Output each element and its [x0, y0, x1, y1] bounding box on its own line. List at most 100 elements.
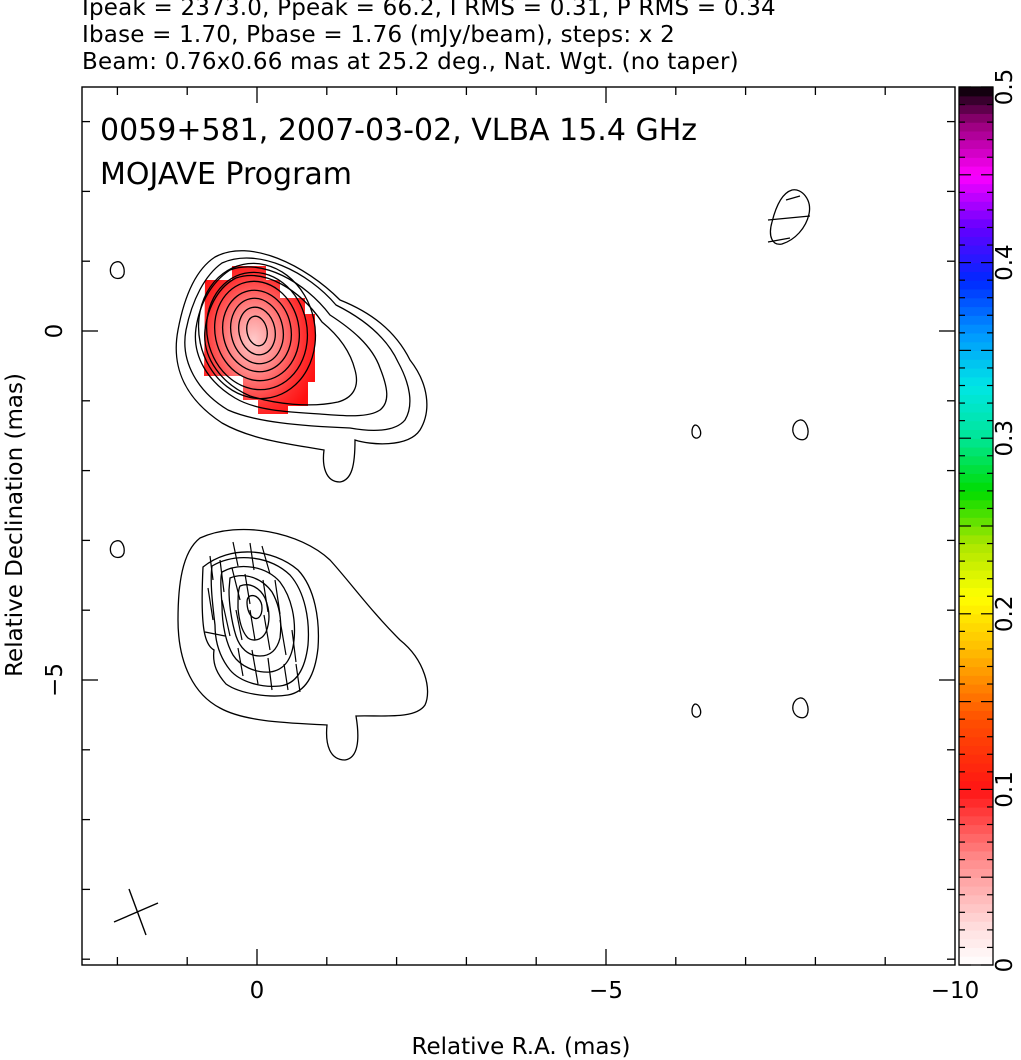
colorbar-segment [959, 675, 993, 685]
colorbar-ticks [959, 86, 993, 966]
axis-ticks [82, 87, 955, 965]
colorbar-segment [959, 87, 993, 97]
colorbar-segment [959, 587, 993, 597]
colorbar-segment [959, 332, 993, 343]
colorbar-segment [959, 727, 993, 738]
colorbar-segment [959, 947, 993, 957]
header-line-1: Ipeak = 2373.0, Ppeak = 66.2, I RMS = 0.… [82, 0, 776, 21]
colorbar-segment [959, 341, 993, 351]
colorbar-segment [959, 552, 993, 562]
colorbar-segment [959, 789, 993, 799]
colorbar-segment [959, 174, 993, 185]
colorbar-segment [959, 780, 993, 790]
colorbar-segment [959, 868, 993, 878]
colorbar-segment [959, 666, 993, 676]
colorbar-segment [959, 938, 993, 949]
colorbar-segment [959, 297, 993, 308]
colorbar-segment [959, 253, 993, 264]
colorbar-segment [959, 929, 993, 940]
colorbar-segment [959, 262, 993, 272]
core-contour [246, 315, 268, 347]
y-tick-label: −5 [42, 663, 68, 697]
colorbar-tick-label: 0 [992, 958, 1018, 973]
colorbar-segment [959, 438, 993, 448]
colorbar-segment [959, 359, 993, 369]
colorbar-segment [959, 499, 993, 510]
colorbar-segment [959, 596, 993, 606]
x-tick-label: −5 [589, 978, 623, 1004]
noise-contours [109, 189, 811, 719]
colorbar-segment [959, 350, 993, 360]
colorbar-segment [959, 543, 993, 553]
colorbar-segment [959, 482, 993, 492]
colorbar [959, 87, 993, 966]
colorbar-segment [959, 157, 993, 167]
colorbar-segment [959, 921, 993, 931]
colorbar-segment [959, 657, 993, 668]
colorbar-segment [959, 288, 993, 299]
colorbar-segment [959, 763, 993, 773]
colorbar-segment [959, 411, 993, 422]
colorbar-segment [959, 534, 993, 545]
colorbar-tick-labels: 0 0.1 0.2 0.3 0.4 0.5 [992, 69, 1018, 973]
colorbar-segment [959, 113, 993, 123]
colorbar-segment [959, 517, 993, 527]
colorbar-segment [959, 245, 993, 255]
core-contour [197, 262, 317, 400]
colorbar-tick-label: 0.1 [992, 771, 1018, 808]
colorbar-segment [959, 227, 993, 237]
colorbar-segment [959, 166, 993, 176]
contour-lines [175, 250, 428, 483]
colorbar-segment [959, 209, 993, 220]
colorbar-segment [959, 446, 993, 457]
colorbar-segment [959, 473, 993, 483]
colorbar-segment [959, 561, 993, 571]
colorbar-segment [959, 104, 993, 114]
x-axis-label: Relative R.A. (mas) [412, 1034, 631, 1060]
axis-tick-labels: 0 −5 −10 0 −5 [42, 324, 979, 1004]
colorbar-segment [959, 148, 993, 158]
core-contour [238, 306, 276, 356]
colorbar-segment [959, 605, 993, 615]
colorbar-segment [959, 394, 993, 404]
colorbar-segment [959, 684, 993, 694]
colorbar-segment [959, 754, 993, 764]
colorbar-segment [959, 455, 993, 466]
colorbar-segment [959, 877, 993, 887]
colorbar-segment [959, 745, 993, 755]
core-contour [222, 289, 292, 373]
header-line-3: Beam: 0.76x0.66 mas at 25.2 deg., Nat. W… [82, 49, 739, 75]
colorbar-segment [959, 798, 993, 808]
colorbar-segment [959, 324, 993, 334]
colorbar-segment [959, 710, 993, 720]
colorbar-segment [959, 833, 993, 843]
colorbar-segment [959, 306, 993, 316]
x-tick-label: 0 [250, 978, 265, 1004]
colorbar-segment [959, 622, 993, 632]
core-contours [197, 262, 317, 400]
colorbar-segment [959, 271, 993, 281]
colorbar-segment [959, 824, 993, 834]
colorbar-segment [959, 859, 993, 870]
colorbar-segment [959, 183, 993, 193]
colorbar-segment [959, 218, 993, 229]
colorbar-segment [959, 385, 993, 395]
colorbar-segment [959, 367, 993, 378]
colorbar-segment [959, 692, 993, 703]
colorbar-segment [959, 429, 993, 439]
colorbar-segment [959, 490, 993, 501]
colorbar-segment [959, 640, 993, 650]
colorbar-segment [959, 850, 993, 861]
colorbar-segment [959, 526, 993, 536]
colorbar-segment [959, 912, 993, 922]
colorbar-segment [959, 420, 993, 431]
colorbar-segment [959, 464, 993, 474]
colorbar-segment [959, 201, 993, 211]
colorbar-segment [959, 885, 993, 896]
colorbar-segment [959, 648, 993, 659]
colorbar-segment [959, 139, 993, 150]
colorbar-segment [959, 631, 993, 641]
y-tick-label: 0 [42, 324, 68, 339]
colorbar-segment [959, 956, 993, 966]
colorbar-segment [959, 815, 993, 826]
